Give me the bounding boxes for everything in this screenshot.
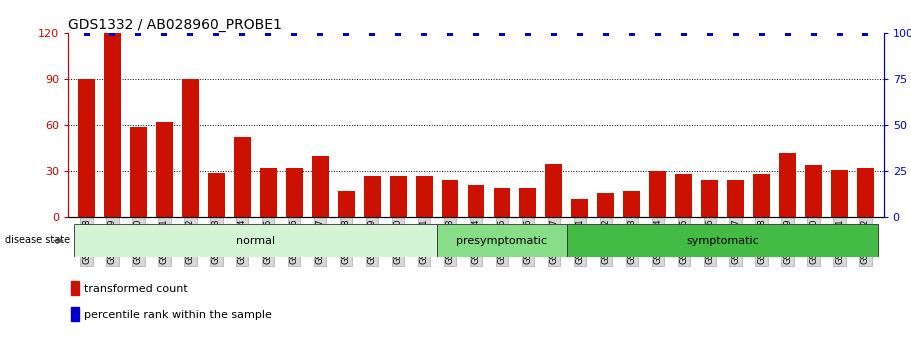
Text: disease state: disease state — [5, 235, 70, 245]
Bar — [286, 168, 302, 217]
Point — [781, 30, 795, 36]
Bar — [779, 153, 796, 217]
Bar — [623, 191, 640, 217]
Bar — [390, 176, 406, 217]
Point — [702, 30, 717, 36]
Point — [754, 30, 769, 36]
Bar — [71, 307, 79, 321]
Bar — [437, 224, 567, 257]
Text: GDS1332 / AB028960_PROBE1: GDS1332 / AB028960_PROBE1 — [68, 18, 282, 32]
Point — [495, 30, 509, 36]
Point — [339, 30, 353, 36]
Text: percentile rank within the sample: percentile rank within the sample — [84, 310, 271, 320]
Point — [416, 30, 431, 36]
Point — [599, 30, 613, 36]
Bar — [234, 137, 251, 217]
Point — [157, 30, 171, 36]
Point — [443, 30, 457, 36]
Bar — [571, 199, 589, 217]
Bar — [701, 180, 718, 217]
Point — [858, 30, 873, 36]
Point — [677, 30, 691, 36]
Bar — [71, 281, 79, 295]
Point — [521, 30, 536, 36]
Point — [729, 30, 743, 36]
Point — [833, 30, 847, 36]
Bar — [156, 122, 173, 217]
Point — [209, 30, 223, 36]
Text: normal: normal — [236, 236, 275, 246]
Point — [547, 30, 561, 36]
Bar — [831, 170, 848, 217]
Bar — [519, 188, 537, 217]
Point — [183, 30, 198, 36]
Bar — [494, 188, 510, 217]
Point — [573, 30, 588, 36]
Point — [468, 30, 483, 36]
Text: presymptomatic: presymptomatic — [456, 236, 548, 246]
Bar — [338, 191, 354, 217]
Bar — [130, 127, 147, 217]
Point — [650, 30, 665, 36]
Bar — [857, 168, 874, 217]
Bar — [598, 193, 614, 217]
Point — [806, 30, 821, 36]
Bar — [78, 79, 95, 217]
Point — [235, 30, 250, 36]
Bar — [312, 156, 329, 217]
Text: transformed count: transformed count — [84, 284, 188, 294]
Point — [79, 30, 94, 36]
Bar — [546, 164, 562, 217]
Point — [131, 30, 146, 36]
Point — [312, 30, 327, 36]
Text: symptomatic: symptomatic — [686, 236, 759, 246]
Bar — [208, 173, 225, 217]
Bar — [467, 185, 485, 217]
Point — [261, 30, 275, 36]
Bar — [805, 165, 822, 217]
Bar — [74, 224, 437, 257]
Point — [105, 30, 119, 36]
Point — [364, 30, 379, 36]
Bar — [753, 174, 770, 217]
Point — [625, 30, 640, 36]
Bar — [675, 174, 692, 217]
Point — [391, 30, 405, 36]
Bar — [363, 176, 381, 217]
Bar — [415, 176, 433, 217]
Point — [287, 30, 302, 36]
Bar — [442, 180, 458, 217]
Bar — [567, 224, 878, 257]
Bar — [182, 79, 199, 217]
Bar — [650, 171, 666, 217]
Bar — [260, 168, 277, 217]
Bar — [104, 33, 121, 217]
Bar — [727, 180, 744, 217]
